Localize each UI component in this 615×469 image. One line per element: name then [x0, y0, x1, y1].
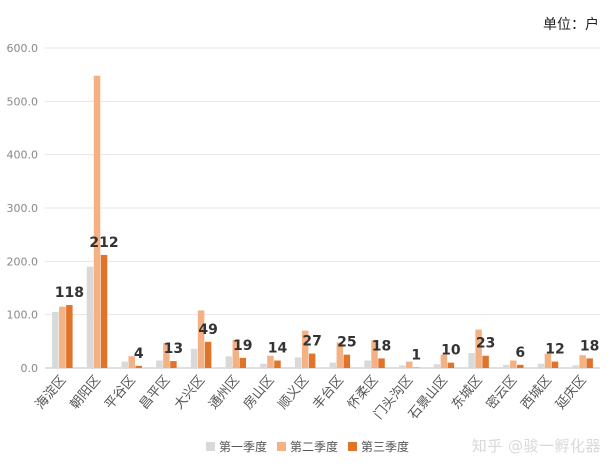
bar-3	[412, 367, 420, 368]
x-tick-label: 密云区	[483, 372, 520, 412]
bar-2	[405, 361, 413, 368]
data-label: 10	[441, 343, 461, 359]
x-tick-label: 平谷区	[102, 373, 139, 413]
data-label: 14	[268, 341, 288, 357]
legend-item-s2: 第二季度	[277, 438, 338, 455]
bar-2	[475, 329, 482, 368]
data-label: 27	[302, 334, 321, 350]
bar-3	[135, 365, 142, 368]
legend-label-s3: 第三季度	[361, 440, 410, 454]
bar-1	[398, 365, 406, 368]
bar-2	[544, 353, 552, 368]
x-tick-label: 东城区	[449, 373, 486, 413]
bar-1	[433, 364, 441, 368]
y-tick-label: 200.0	[7, 255, 39, 268]
legend-swatch-s2	[277, 442, 287, 451]
bar-2	[93, 75, 101, 368]
legend: 第一季度 第二季度 第三季度	[206, 438, 409, 455]
data-label: 118	[55, 285, 84, 301]
bar-2	[128, 356, 135, 368]
bar-3	[343, 354, 351, 368]
x-tick-label: 丰台区	[310, 373, 347, 413]
bar-1	[86, 266, 94, 368]
bar-3	[482, 355, 489, 368]
bar-2	[440, 354, 448, 368]
bar-1	[294, 357, 302, 368]
y-tick-label: 500.0	[7, 95, 39, 108]
bar-1	[52, 312, 59, 368]
x-tick-label: 西城区	[518, 373, 555, 413]
bar-1	[364, 360, 371, 368]
data-label: 18	[372, 338, 391, 354]
y-tick-label: 600.0	[7, 42, 39, 55]
bar-1	[260, 363, 267, 368]
y-tick-label: 400.0	[7, 149, 39, 162]
bar-2	[579, 355, 586, 368]
bar-2	[232, 339, 240, 368]
watermark: 知乎 @骏一孵化器	[471, 437, 601, 455]
x-tick-label: 大兴区	[172, 373, 209, 413]
data-label: 13	[164, 341, 183, 357]
legend-swatch-s3	[348, 442, 358, 451]
bar-1	[121, 361, 128, 368]
legend-item-s1: 第一季度	[206, 438, 267, 455]
data-label: 49	[198, 322, 217, 338]
y-tick-label: 0.0	[21, 362, 39, 375]
bar-1	[572, 365, 579, 368]
bar-1	[156, 360, 163, 368]
bar-2	[267, 355, 274, 368]
legend-label-s1: 第一季度	[219, 440, 268, 454]
x-tick-label: 海淀区	[33, 373, 70, 413]
x-tick-label: 顺义区	[276, 373, 313, 413]
bar-3	[66, 305, 73, 368]
bar-3	[239, 357, 247, 368]
unit-label: 单位：户	[543, 17, 599, 33]
data-label: 212	[89, 235, 118, 251]
y-tick-label: 300.0	[7, 202, 39, 215]
bar-2	[510, 360, 517, 368]
data-label: 25	[337, 335, 356, 351]
bar-1	[225, 356, 233, 368]
bar-1	[468, 353, 475, 368]
data-label: 19	[233, 338, 252, 354]
data-label: 1	[411, 347, 421, 363]
bar-2	[371, 340, 378, 368]
data-label: 18	[580, 338, 599, 354]
data-label: 23	[476, 336, 495, 352]
bar-3	[204, 341, 212, 368]
bar-3	[447, 362, 455, 368]
bar-2	[59, 306, 66, 368]
bar-1	[329, 362, 337, 368]
bar-3	[517, 364, 524, 368]
bar-3	[308, 353, 316, 368]
bar-2	[336, 342, 344, 368]
x-tick-label: 昌平区	[137, 373, 174, 413]
bar-2	[301, 330, 309, 368]
bar-3	[274, 360, 281, 368]
bar-3	[586, 358, 593, 368]
bar-1	[537, 363, 545, 368]
bar-3	[551, 361, 559, 368]
bar-1	[190, 348, 198, 368]
data-label: 4	[134, 346, 144, 362]
x-tick-label: 房山区	[240, 372, 277, 412]
data-label: 12	[545, 342, 564, 358]
bar-2	[197, 310, 205, 368]
y-tick-label: 100.0	[7, 309, 39, 322]
bar-1	[503, 364, 510, 368]
legend-label-s2: 第二季度	[290, 440, 339, 454]
bar-2	[163, 342, 170, 368]
x-tick-label: 通州区	[206, 373, 243, 413]
data-label: 6	[515, 345, 525, 361]
bar-3	[378, 358, 385, 368]
legend-swatch-s1	[206, 442, 215, 451]
legend-item-s3: 第三季度	[348, 438, 409, 455]
x-tick-label: 朝阳区	[68, 373, 105, 413]
x-tick-label: 延庆区	[553, 373, 590, 413]
bar-3	[100, 254, 108, 368]
bar-3	[170, 361, 177, 368]
